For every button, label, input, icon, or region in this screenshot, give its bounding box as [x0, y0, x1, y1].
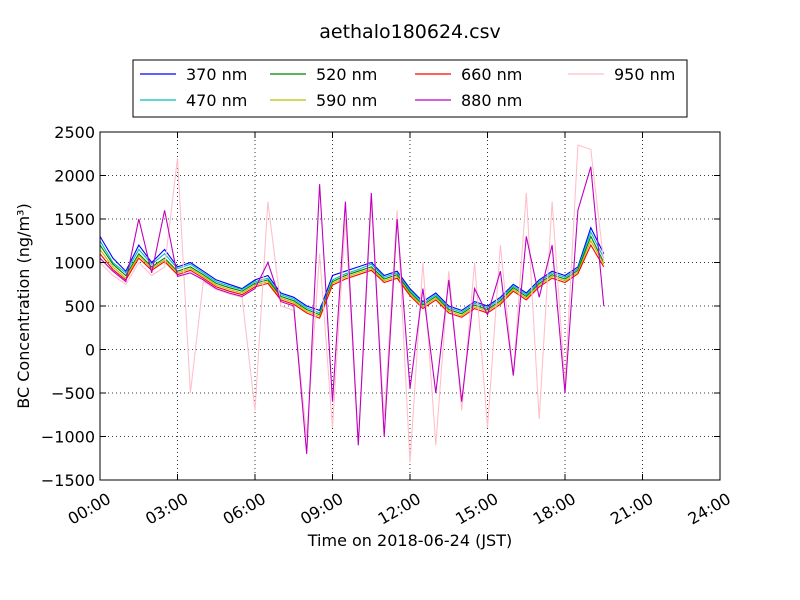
legend-label: 520 nm [316, 65, 377, 84]
legend-label: 950 nm [614, 65, 675, 84]
legend-label: 880 nm [461, 91, 522, 110]
legend: 370 nm 470 nm 520 nm 590 nm 660 nm 880 nm 950 … [132, 59, 688, 118]
y-tick-label: 2000 [54, 167, 95, 186]
y-tick-label: −1500 [41, 471, 95, 490]
legend-label: 660 nm [461, 65, 522, 84]
legend-label: 470 nm [186, 91, 247, 110]
y-tick-label: −500 [51, 384, 95, 403]
series-layer [99, 144, 605, 463]
y-tick-label: −1000 [41, 428, 95, 447]
chart-title: aethalo180624.csv [319, 21, 501, 43]
y-tick-label: 1000 [54, 254, 95, 273]
y-axis-label: BC Concentration (ng/m³) [14, 203, 33, 408]
series-line-880-nm [99, 166, 605, 454]
legend-label: 590 nm [316, 91, 377, 110]
legend-frame [132, 59, 688, 118]
y-tick-label: 500 [64, 297, 95, 316]
legend-label: 370 nm [186, 65, 247, 84]
y-tick-label: 0 [85, 341, 95, 360]
y-tick-label: 1500 [54, 210, 95, 229]
y-tick-label: 2500 [54, 123, 95, 142]
x-axis-label: Time on 2018-06-24 (JST) [307, 531, 512, 550]
